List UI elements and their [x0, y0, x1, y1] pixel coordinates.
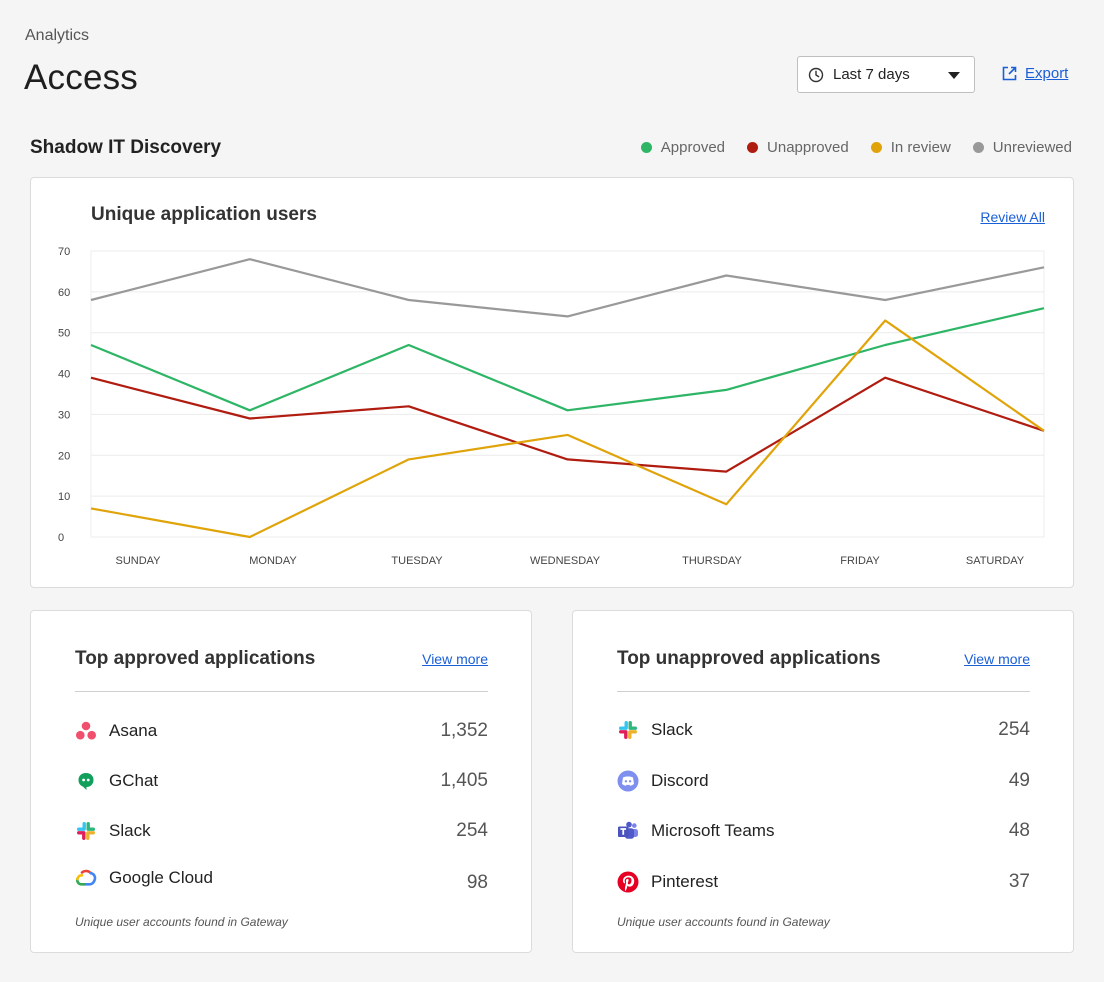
- app-count: 1,352: [440, 720, 488, 741]
- legend-label: Approved: [660, 139, 726, 156]
- view-more-link[interactable]: View more: [422, 651, 488, 667]
- chart-title: Unique application users: [91, 204, 317, 225]
- footnote: Unique user accounts found in Gateway: [75, 915, 288, 929]
- y-tick-label: 20: [58, 450, 70, 462]
- card-title: Top approved applications: [75, 648, 316, 669]
- clock-icon: [808, 67, 824, 82]
- legend-item-in-review: In review: [870, 139, 951, 156]
- app-count: 49: [1008, 770, 1030, 791]
- line-chart: 0 10 20 30 40 50 60 70 SUNDAY MONDAY TUESDAY WEDNES…: [58, 246, 1045, 567]
- breadcrumb[interactable]: Analytics: [25, 27, 90, 44]
- legend-swatch: [747, 142, 759, 153]
- legend-item-unapproved: Unapproved: [747, 139, 849, 156]
- series-line-in-review: [90, 319, 1045, 539]
- x-tick-label: SUNDAY: [115, 555, 161, 567]
- app-name: Pinterest: [651, 872, 719, 891]
- app-name: Microsoft Teams: [651, 821, 775, 840]
- list-item-slack[interactable]: Slack 254: [75, 816, 488, 846]
- list-item-slack[interactable]: Slack 254: [617, 715, 1030, 745]
- app-name: GChat: [109, 771, 159, 790]
- app-count: 98: [466, 872, 488, 893]
- app-name: Asana: [109, 721, 158, 740]
- card-title: Top unapproved applications: [617, 648, 881, 669]
- page-title: Access: [24, 58, 139, 97]
- y-tick-label: 50: [58, 328, 70, 340]
- app-name: Slack: [109, 821, 151, 840]
- legend-label: In review: [890, 139, 951, 156]
- list-item-pinterest[interactable]: Pinterest 37: [617, 867, 1030, 897]
- review-all-link[interactable]: Review All: [980, 209, 1045, 225]
- plot-area: [90, 250, 1045, 538]
- export-button[interactable]: Export: [1001, 65, 1068, 82]
- y-tick-label: 0: [58, 532, 64, 544]
- view-more-link[interactable]: View more: [964, 651, 1030, 667]
- series-line-unreviewed: [90, 258, 1045, 318]
- google-cloud-icon: [75, 867, 97, 889]
- x-tick-label: MONDAY: [249, 555, 297, 567]
- legend-swatch: [870, 142, 882, 153]
- list-item-gchat[interactable]: GChat 1,405: [75, 766, 488, 796]
- chevron-down-icon: [948, 72, 960, 79]
- list-item-google-cloud[interactable]: Google Cloud 98: [75, 863, 488, 893]
- y-tick-label: 30: [58, 409, 70, 421]
- app-name: Slack: [651, 720, 693, 739]
- y-tick-label: 60: [58, 287, 70, 299]
- y-tick-label: 40: [58, 369, 70, 381]
- list-item-asana[interactable]: Asana 1,352: [75, 716, 488, 746]
- chart-legend: Approved Unapproved In review Unreviewed: [640, 139, 1072, 156]
- series-line-approved: [90, 307, 1045, 412]
- slack-icon: [617, 719, 639, 741]
- microsoft-teams-icon: [617, 820, 639, 842]
- x-tick-label: FRIDAY: [840, 555, 880, 567]
- divider: [617, 691, 1030, 692]
- app-name: Google Cloud: [109, 868, 213, 887]
- footnote: Unique user accounts found in Gateway: [617, 915, 830, 929]
- top-unapproved-card: Top unapproved applications View more Sl…: [572, 610, 1074, 953]
- app-name: Discord: [651, 771, 709, 790]
- external-link-icon: [1002, 66, 1017, 81]
- date-range-value: Last 7 days: [833, 66, 910, 83]
- section-title: Shadow IT Discovery: [30, 137, 222, 158]
- chart-card: Unique application users Review All 0 10 2…: [30, 177, 1074, 588]
- x-tick-label: SATURDAY: [966, 555, 1025, 567]
- app-count: 1,405: [440, 770, 488, 791]
- discord-icon: [617, 770, 639, 792]
- legend-label: Unapproved: [767, 139, 849, 156]
- series-line-unapproved: [90, 376, 1045, 473]
- y-tick-label: 70: [58, 246, 70, 258]
- legend-item-approved: Approved: [640, 139, 726, 156]
- list-item-discord[interactable]: Discord 49: [617, 766, 1030, 796]
- legend-item-unreviewed: Unreviewed: [972, 139, 1072, 156]
- x-tick-label: THURSDAY: [682, 555, 742, 567]
- top-approved-card: Top approved applications View more Asan…: [30, 610, 532, 953]
- legend-label: Unreviewed: [992, 139, 1072, 156]
- pinterest-icon: [617, 871, 639, 893]
- y-tick-label: 10: [58, 491, 70, 503]
- app-count: 254: [456, 820, 488, 841]
- x-tick-label: WEDNESDAY: [530, 555, 601, 567]
- app-count: 254: [998, 719, 1030, 740]
- app-count: 37: [1008, 871, 1030, 892]
- export-label: Export: [1025, 65, 1069, 82]
- date-range-select[interactable]: Last 7 days: [797, 56, 975, 93]
- asana-icon: [75, 720, 97, 742]
- app-count: 48: [1008, 820, 1030, 841]
- legend-swatch: [640, 142, 652, 153]
- x-tick-label: TUESDAY: [391, 555, 443, 567]
- list-item-microsoft-teams[interactable]: Microsoft Teams 48: [617, 816, 1030, 846]
- legend-swatch: [972, 142, 984, 153]
- slack-icon: [75, 820, 97, 842]
- divider: [75, 691, 488, 692]
- gchat-icon: [75, 770, 97, 792]
